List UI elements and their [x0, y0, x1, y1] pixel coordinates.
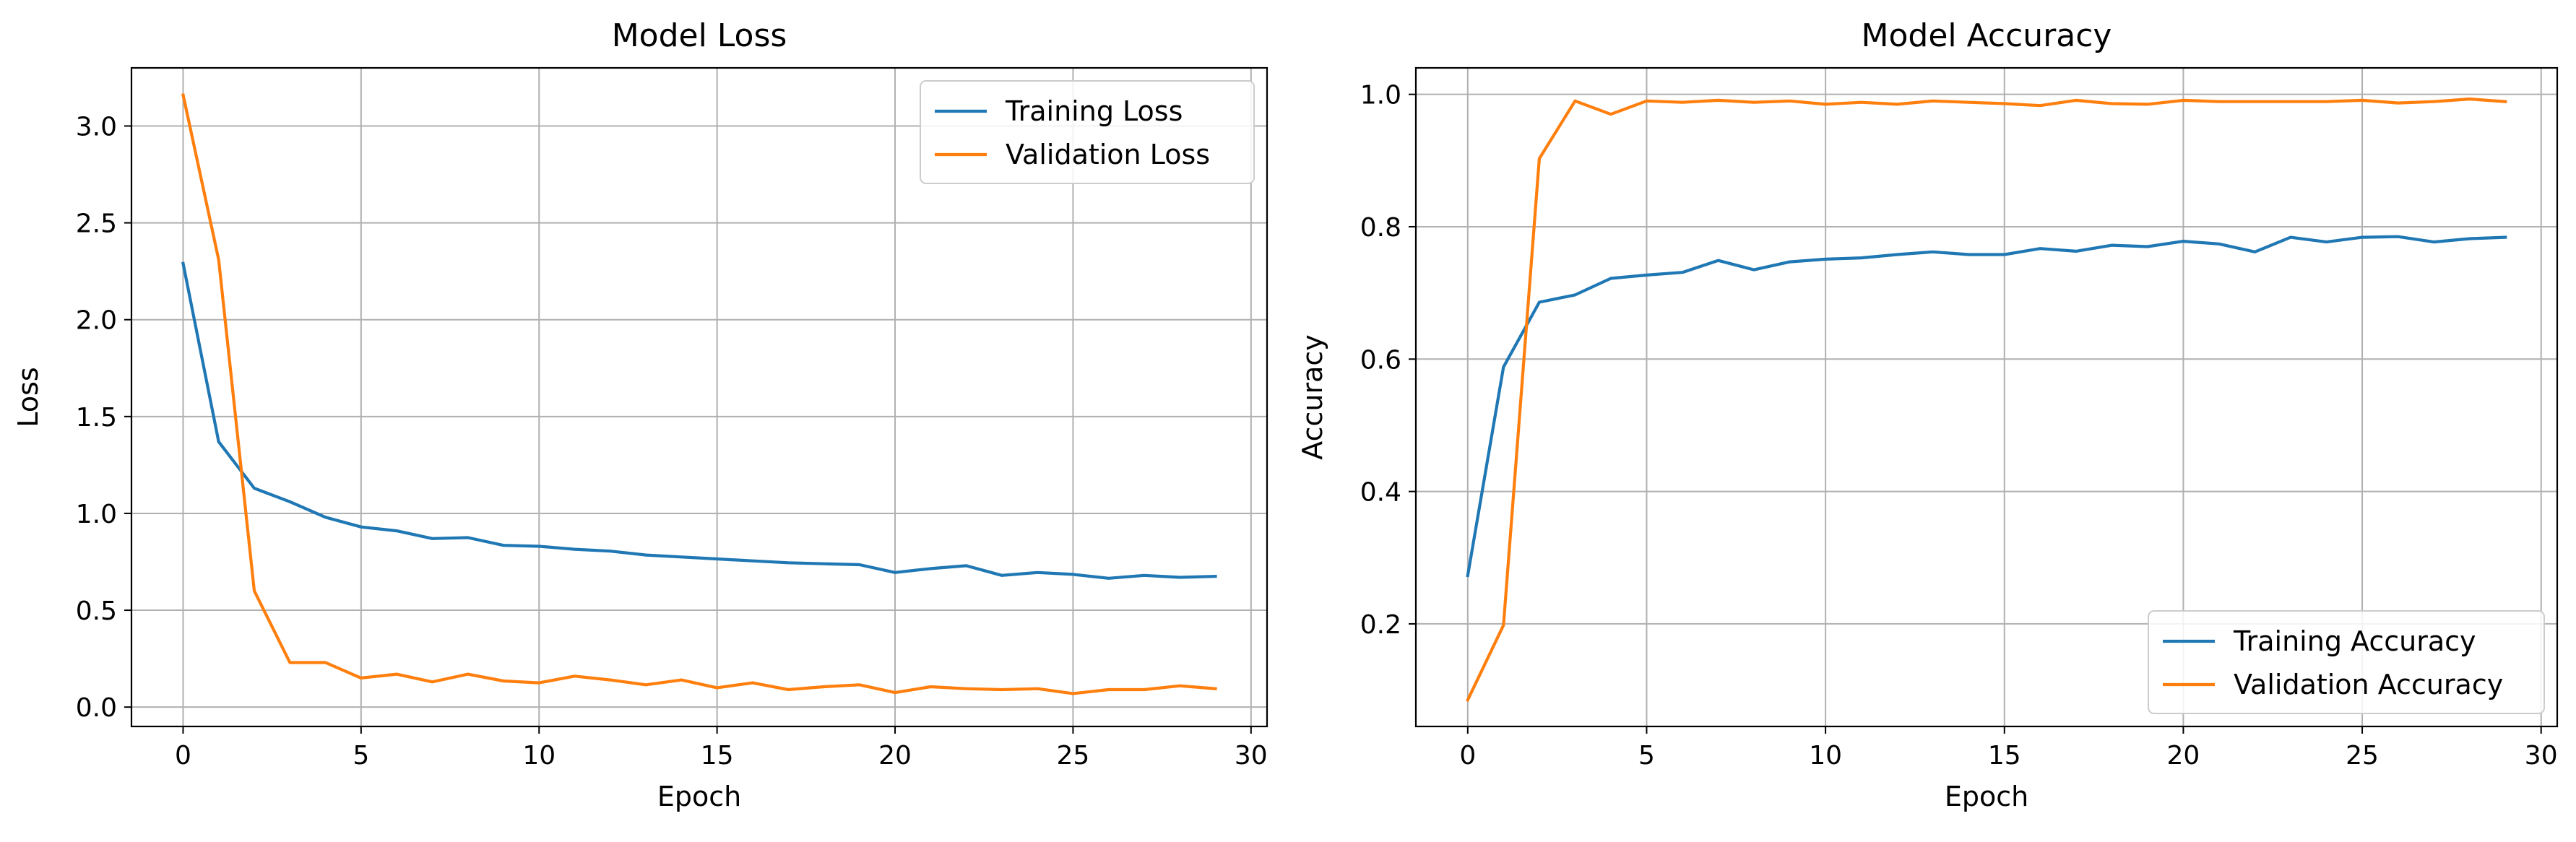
- accuracy-x-tick-label: 25: [2346, 741, 2379, 771]
- loss-series-line-validation: [181, 93, 1217, 695]
- accuracy-x-tick-label: 30: [2525, 741, 2558, 771]
- accuracy-x-ticks: 0 5 10 15 20 25 30: [1459, 726, 2558, 771]
- loss-legend-label: Validation Loss: [1006, 139, 1210, 170]
- accuracy-chart-panel: 0 5 10 15 20 25 30 0.2 0.4 0.6 0.8 1.0 Model Accur…: [1297, 17, 2559, 812]
- loss-legend-box: [920, 80, 1255, 184]
- loss-y-tick-label: 1.0: [76, 500, 117, 529]
- loss-chart-title: Model Loss: [612, 17, 787, 54]
- accuracy-x-tick-label: 20: [2167, 741, 2200, 771]
- loss-y-axis-label: Loss: [12, 367, 44, 427]
- accuracy-y-ticks: 0.2 0.4 0.6 0.8 1.0: [1360, 81, 1416, 640]
- accuracy-y-tick-label: 0.2: [1360, 610, 1401, 640]
- accuracy-x-axis-label: Epoch: [1945, 781, 2028, 812]
- accuracy-series-line-training: [1466, 235, 2507, 578]
- accuracy-legend-label: Training Accuracy: [2233, 625, 2476, 657]
- accuracy-y-tick-label: 1.0: [1360, 81, 1401, 110]
- loss-legend: Training Loss Validation Loss: [920, 80, 1255, 184]
- loss-lines: [181, 93, 1217, 695]
- accuracy-plot-frame: [1414, 66, 2559, 728]
- loss-x-tick-label: 25: [1057, 741, 1090, 771]
- loss-x-ticks: 0 5 10 15 20 25 30: [175, 726, 1268, 771]
- loss-y-tick-label: 2.0: [76, 306, 117, 336]
- loss-x-tick-label: 15: [701, 741, 734, 771]
- loss-plot-frame: [130, 66, 1268, 728]
- accuracy-x-tick-label: 15: [1988, 741, 2021, 771]
- loss-y-tick-label: 1.5: [76, 403, 117, 433]
- accuracy-series-line-validation: [1465, 97, 2507, 703]
- loss-x-tick-label: 5: [353, 741, 369, 771]
- accuracy-x-tick-label: 10: [1809, 741, 1842, 771]
- accuracy-y-tick-label: 0.6: [1360, 345, 1401, 375]
- loss-grid: [131, 68, 1267, 726]
- loss-x-tick-label: 20: [878, 741, 912, 771]
- loss-series-line-training: [181, 261, 1217, 580]
- accuracy-y-tick-label: 0.4: [1360, 478, 1401, 508]
- loss-y-tick-label: 3.0: [76, 112, 117, 142]
- accuracy-x-tick-label: 5: [1638, 741, 1655, 771]
- loss-y-tick-label: 0.5: [76, 596, 117, 626]
- accuracy-x-tick-label: 0: [1459, 741, 1476, 771]
- loss-x-tick-label: 30: [1235, 741, 1268, 771]
- accuracy-lines: [1465, 97, 2507, 703]
- accuracy-y-axis-label: Accuracy: [1297, 334, 1328, 460]
- accuracy-legend-box: [2148, 610, 2545, 714]
- accuracy-legend-label: Validation Accuracy: [2234, 669, 2503, 700]
- loss-y-ticks: 0.0 0.5 1.0 1.5 2.0 2.5 3.0: [76, 112, 131, 723]
- loss-y-tick-label: 0.0: [76, 693, 117, 723]
- loss-chart-panel: 0 5 10 15 20 25 30 0.0 0.5 1.0 1.5 2.0 2.5 3.0 Model…: [12, 17, 1268, 812]
- loss-x-axis-label: Epoch: [657, 781, 741, 812]
- loss-x-tick-label: 0: [175, 741, 191, 771]
- loss-y-tick-label: 2.5: [76, 209, 117, 239]
- accuracy-chart-title: Model Accuracy: [1862, 17, 2112, 54]
- loss-x-tick-label: 10: [522, 741, 556, 771]
- loss-legend-label: Training Loss: [1005, 95, 1183, 127]
- accuracy-y-tick-label: 0.8: [1360, 213, 1401, 243]
- accuracy-legend: Training Accuracy Validation Accuracy: [2148, 610, 2545, 714]
